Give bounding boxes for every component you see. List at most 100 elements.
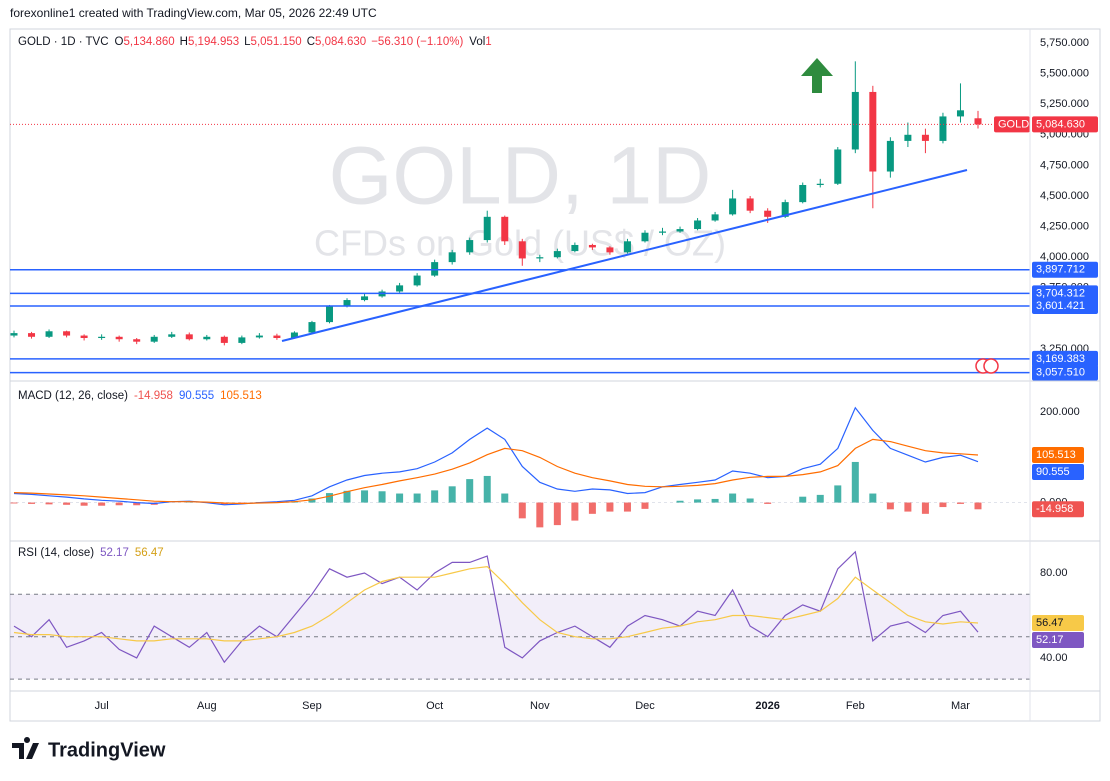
x-tick-label: Feb — [846, 700, 865, 712]
logo-mark — [12, 736, 39, 759]
trendline — [281, 169, 968, 342]
candle-body — [203, 336, 211, 340]
candle-body — [571, 244, 579, 252]
legend-key: O — [115, 36, 124, 48]
candle-body — [536, 257, 544, 259]
histogram-bar — [974, 502, 982, 510]
y-tick-label: 4,750.000 — [1040, 159, 1089, 171]
value-tag — [1032, 614, 1084, 631]
legend-value: -14.958 — [134, 390, 173, 402]
candle-body — [273, 335, 281, 339]
last-price-label: 5,084.630 — [1036, 118, 1085, 130]
histogram-bar — [799, 496, 807, 503]
histogram-bar — [63, 502, 71, 505]
price-legend: GOLD · 1D · TVC O5,134.860 H5,194.953 L5,05… — [18, 36, 492, 48]
y-tick-label: 5,250.000 — [1040, 98, 1089, 110]
candle-body — [63, 331, 71, 336]
histogram-bar — [133, 502, 141, 506]
legend-key: Vol — [469, 36, 485, 48]
histogram-bar — [956, 502, 964, 504]
value-tag — [1032, 501, 1084, 518]
legend-key: L — [244, 36, 251, 48]
candle-body — [431, 262, 439, 276]
histogram-bar — [711, 498, 719, 503]
candle-body — [448, 252, 456, 263]
candle-body — [98, 336, 106, 339]
histogram-bar — [851, 461, 859, 503]
y-tick-label: 200.000 — [1040, 406, 1080, 418]
candle-body — [80, 335, 88, 339]
y-tick-label: 40.00 — [1040, 652, 1068, 664]
rsi-title: RSI (14, close) — [18, 547, 94, 559]
candle-body — [553, 251, 561, 258]
candle-body — [694, 220, 702, 230]
level-tag-label: 3,704.312 — [1036, 287, 1085, 299]
histogram-bar — [325, 493, 333, 503]
candle-body — [308, 322, 316, 333]
histogram-bar — [676, 500, 684, 503]
last-price-tag — [1032, 116, 1098, 133]
histogram-bar — [378, 491, 386, 503]
candle-body — [588, 244, 596, 248]
candle-body — [396, 285, 404, 292]
candle-body — [851, 91, 859, 150]
level-tag — [1032, 350, 1098, 367]
value-tag — [1032, 631, 1084, 648]
series-line — [13, 565, 979, 642]
level-tag — [1032, 298, 1098, 315]
candle-body — [10, 333, 18, 336]
value-tag-label: 90.555 — [1036, 466, 1070, 478]
x-tick-label: Jul — [95, 700, 109, 712]
histogram-bar — [518, 502, 526, 519]
histogram-bar — [571, 502, 579, 521]
candle-body — [904, 134, 912, 141]
symbol-tag — [994, 116, 1030, 133]
histogram-bar — [45, 502, 53, 505]
histogram-bar — [501, 493, 509, 503]
x-tick-label: Sep — [302, 700, 322, 712]
level-tag — [1032, 261, 1098, 278]
level-tag-label: 3,897.712 — [1036, 264, 1085, 276]
x-tick-label: Nov — [530, 700, 550, 712]
histogram-bar — [448, 486, 456, 503]
candle-body — [623, 241, 631, 253]
legend-change: −56.310 (−1.10%) — [371, 36, 463, 48]
candle-body — [220, 336, 228, 343]
candle-body — [939, 116, 947, 141]
candle-body — [150, 336, 158, 342]
y-tick-label: 80.00 — [1040, 567, 1068, 579]
histogram-bar — [536, 502, 544, 528]
candle-body — [711, 214, 719, 221]
candle-body — [185, 334, 193, 340]
logo-text: TradingView — [48, 739, 166, 761]
candle-body — [115, 336, 123, 340]
histogram-bar — [641, 502, 649, 509]
candle-body — [834, 149, 842, 184]
candle-body — [676, 229, 684, 232]
legend-key: H — [180, 36, 188, 48]
level-tag-label: 3,169.383 — [1036, 353, 1085, 365]
candle-body — [168, 334, 176, 337]
candle-body — [343, 300, 351, 307]
candle-body — [729, 198, 737, 215]
candle-body — [518, 241, 526, 259]
candle-body — [659, 231, 667, 233]
plots: 3,250.0003,750.0004,000.0004,250.0004,50… — [10, 37, 1098, 712]
candle-body — [781, 202, 789, 217]
histogram-bar — [904, 502, 912, 512]
up-arrow — [801, 58, 833, 93]
chart-frame — [9, 28, 1101, 722]
candle-body — [413, 275, 421, 286]
candle-body — [869, 91, 877, 172]
histogram-bar — [606, 502, 614, 512]
histogram-bar — [28, 502, 36, 504]
symbol-tag-label: GOLD — [998, 118, 1029, 130]
candle-body — [255, 335, 263, 338]
event-icon — [983, 358, 999, 374]
candle-body — [28, 333, 36, 337]
candle-body — [886, 140, 894, 172]
legend-value: 5,051.150 — [251, 36, 302, 48]
legend-value: 5,134.860 — [123, 36, 174, 48]
histogram-bar — [80, 502, 88, 506]
